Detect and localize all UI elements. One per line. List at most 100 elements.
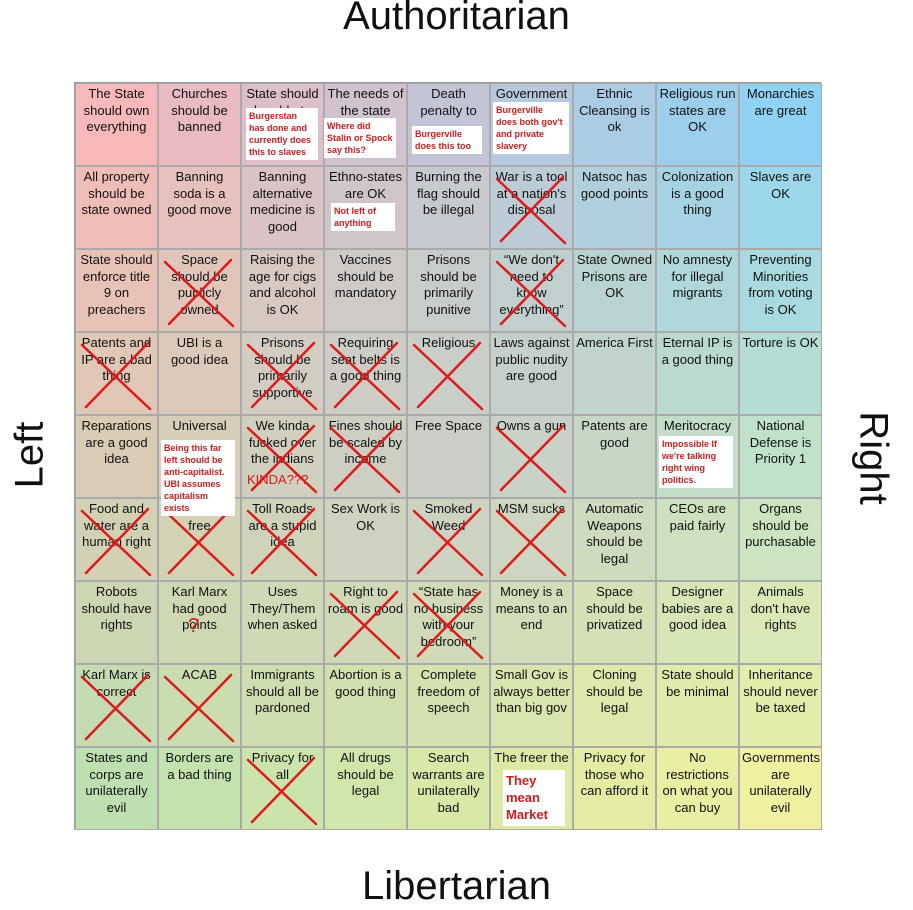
cross-mark — [416, 341, 482, 409]
bingo-cell: Banning alternative medicine is good — [241, 166, 324, 249]
cross-mark — [499, 175, 565, 243]
cell-text: Immigrants should all be pardoned — [246, 667, 319, 715]
cell-text: All property should be state owned — [81, 169, 152, 217]
cell-text: Uses They/Them when asked — [247, 584, 318, 632]
bingo-cell: No amnesty for illegal migrants — [656, 249, 739, 332]
bingo-cell: Money is a means to an end — [490, 581, 573, 664]
cross-mark — [167, 673, 233, 741]
cell-text: Privacy for all — [251, 750, 314, 782]
axis-title-top: Authoritarian — [343, 0, 570, 38]
bingo-cell: Patents are good — [573, 415, 656, 498]
cell-text: Slaves are OK — [749, 169, 812, 201]
cell-text: Churches should be banned — [171, 86, 228, 134]
cell-text: Raising the age for cigs and alcohol is … — [248, 252, 317, 317]
cell-text: Complete freedom of speech — [417, 667, 480, 715]
cross-mark — [250, 756, 316, 824]
cell-text: State should enforce title 9 on preacher… — [80, 252, 153, 317]
bingo-cell: Karl Marx had good points — [158, 581, 241, 664]
cell-text: Eternal IP is a good thing — [661, 335, 734, 367]
cross-mark — [84, 507, 150, 575]
bingo-cell: Robots should have rights — [75, 581, 158, 664]
cross-mark — [250, 424, 316, 492]
cell-text: No restrictions on what you can buy — [662, 750, 733, 815]
bingo-cell: Raising the age for cigs and alcohol is … — [241, 249, 324, 332]
cross-mark — [167, 258, 233, 326]
cross-mark — [167, 507, 233, 575]
cross-mark — [333, 341, 399, 409]
cell-text: Borders are a bad thing — [165, 750, 234, 782]
cell-text: CEOs are paid fairly — [668, 501, 727, 533]
cell-text: Sex Work is OK — [330, 501, 401, 533]
cell-text: Owns a gun — [496, 418, 567, 433]
cell-text: Cloning should be legal — [586, 667, 643, 715]
cell-text: Organs should be purchasable — [745, 501, 816, 549]
cross-mark — [250, 507, 316, 575]
cell-text: Religious run states are OK — [659, 86, 736, 134]
cell-text: Universal — [172, 418, 227, 433]
bingo-cell: Organs should be purchasable — [739, 498, 822, 581]
cell-text: State Owned Prisons are OK — [576, 252, 653, 300]
cross-mark — [416, 590, 482, 658]
cell-text: Smoked Weed — [424, 501, 473, 533]
cell-text: Laws against public nudity are good — [493, 335, 570, 383]
cross-mark — [333, 590, 399, 658]
annotation: Where did Stalin or Spock say this? — [324, 118, 396, 158]
annotation: Burgerstan has done and currently does t… — [246, 108, 318, 160]
bingo-cell: Ethnic Cleansing is ok — [573, 83, 656, 166]
cell-text: Governments are unilaterally evil — [742, 750, 821, 815]
axis-title-bottom: Libertarian — [361, 864, 551, 908]
bingo-cell: Privacy for those who can afford it — [573, 747, 656, 830]
bingo-cell: Smoked Weed — [407, 498, 490, 581]
cell-text: Search warrants are unilaterally bad — [412, 750, 485, 815]
cell-text: Designer babies are a good idea — [661, 584, 734, 632]
bingo-cell: Churches should be banned — [158, 83, 241, 166]
cross-mark — [416, 507, 482, 575]
cell-text: Ethno-states are OK — [329, 169, 402, 201]
bingo-cell: Designer babies are a good idea — [656, 581, 739, 664]
bingo-cell: Borders are a bad thing — [158, 747, 241, 830]
cross-mark — [499, 258, 565, 326]
cell-text: UBI is a good idea — [170, 335, 229, 367]
bingo-cell: State Owned Prisons are OK — [573, 249, 656, 332]
bingo-cell: Small Gov is always better than big gov — [490, 664, 573, 747]
cell-text: Patents are good — [581, 418, 648, 450]
cross-mark — [84, 673, 150, 741]
bingo-cell: State should enforce title 9 on preacher… — [75, 249, 158, 332]
bingo-cell: Automatic Weapons should be legal — [573, 498, 656, 581]
cell-text: Banning alternative medicine is good — [249, 169, 316, 234]
bingo-cell: Slaves are OK — [739, 166, 822, 249]
cell-text: No amnesty for illegal migrants — [662, 252, 733, 300]
bingo-cell: Monarchies are great — [739, 83, 822, 166]
bingo-cell: Torture is OK — [739, 332, 822, 415]
cell-text: The State should own everything — [83, 86, 150, 134]
cell-text: Animals don't have rights — [750, 584, 811, 632]
cell-text: Inheritance should never be taxed — [743, 667, 818, 715]
cell-text: We kinda fucked over the indians — [248, 418, 317, 466]
cell-text: States and corps are unilaterally evil — [85, 750, 148, 815]
cell-text: Government — [495, 86, 568, 101]
cell-text: All drugs should be legal — [337, 750, 394, 798]
cross-mark — [250, 341, 316, 409]
bingo-cell: State should be minimal — [656, 664, 739, 747]
bingo-cell: All property should be state owned — [75, 166, 158, 249]
cell-text: Monarchies are great — [746, 86, 815, 118]
cross-mark — [333, 424, 399, 492]
bingo-cell: UBI is a good idea — [158, 332, 241, 415]
annotation: Burgerville does both gov't and private … — [493, 102, 569, 154]
cell-text: Colonization is a good thing — [661, 169, 734, 217]
cell-text: State should be minimal — [661, 667, 734, 699]
bingo-cell: Eternal IP is a good thing — [656, 332, 739, 415]
cell-text: Privacy for those who can afford it — [580, 750, 649, 798]
bingo-cell: ACAB — [158, 664, 241, 747]
bingo-cell: Immigrants should all be pardoned — [241, 664, 324, 747]
bingo-cell: Search warrants are unilaterally bad — [407, 747, 490, 830]
bingo-cell: “We don't need to know everything” — [490, 249, 573, 332]
annotation: Not left of anything — [331, 203, 395, 231]
bingo-cell: Abortion is a good thing — [324, 664, 407, 747]
cell-text: Free Space — [414, 418, 483, 433]
bingo-cell: States and corps are unilaterally evil — [75, 747, 158, 830]
bingo-cell: Reparations are a good idea — [75, 415, 158, 498]
bingo-cell: Complete freedom of speech — [407, 664, 490, 747]
